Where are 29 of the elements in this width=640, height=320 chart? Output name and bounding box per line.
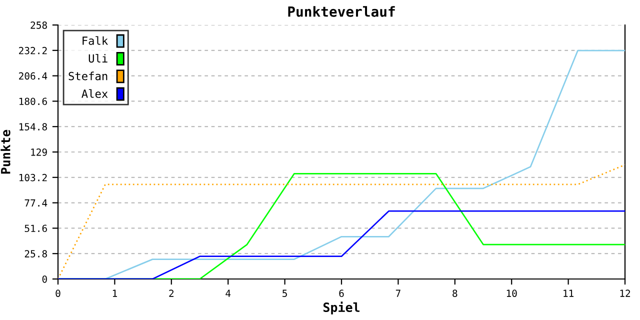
legend-label: Alex <box>82 89 108 98</box>
legend-label: Uli <box>88 54 108 63</box>
y-tick-label: 25.8 <box>24 250 47 258</box>
x-tick-label: 11 <box>564 290 574 297</box>
y-tick-label: 258 <box>30 22 47 29</box>
chart-title: Punkteverlauf <box>288 6 395 17</box>
x-tick-label: 4 <box>226 290 231 297</box>
x-tick-label: 7 <box>396 290 400 297</box>
y-tick-label: 0 <box>42 276 47 283</box>
x-tick-label: 2 <box>169 290 174 297</box>
y-tick-label: 180.6 <box>19 98 47 106</box>
x-tick-label: 6 <box>339 290 344 297</box>
x-axis-title: Spiel <box>323 302 360 314</box>
y-tick-label: 77.4 <box>24 199 48 207</box>
x-tick-label: 8 <box>452 290 458 297</box>
y-tick-label: 232.2 <box>19 46 47 54</box>
x-tick-label: 0 <box>56 290 60 297</box>
x-tick-label: 10 <box>506 290 517 297</box>
y-axis-title: Punkte <box>0 130 10 174</box>
x-tick-label: 5 <box>282 290 287 297</box>
legend-label: Falk <box>82 36 108 45</box>
y-tick-label: 206.4 <box>19 72 48 80</box>
y-tick-label: 129 <box>31 148 47 156</box>
y-tick-label: 51.6 <box>24 224 47 232</box>
y-tick-label: 154.8 <box>19 123 47 130</box>
x-tick-label: 1 <box>112 290 117 297</box>
x-tick-label: 12 <box>620 290 630 297</box>
legend-label: Stefan <box>68 72 108 80</box>
y-tick-label: 103.2 <box>19 174 47 182</box>
